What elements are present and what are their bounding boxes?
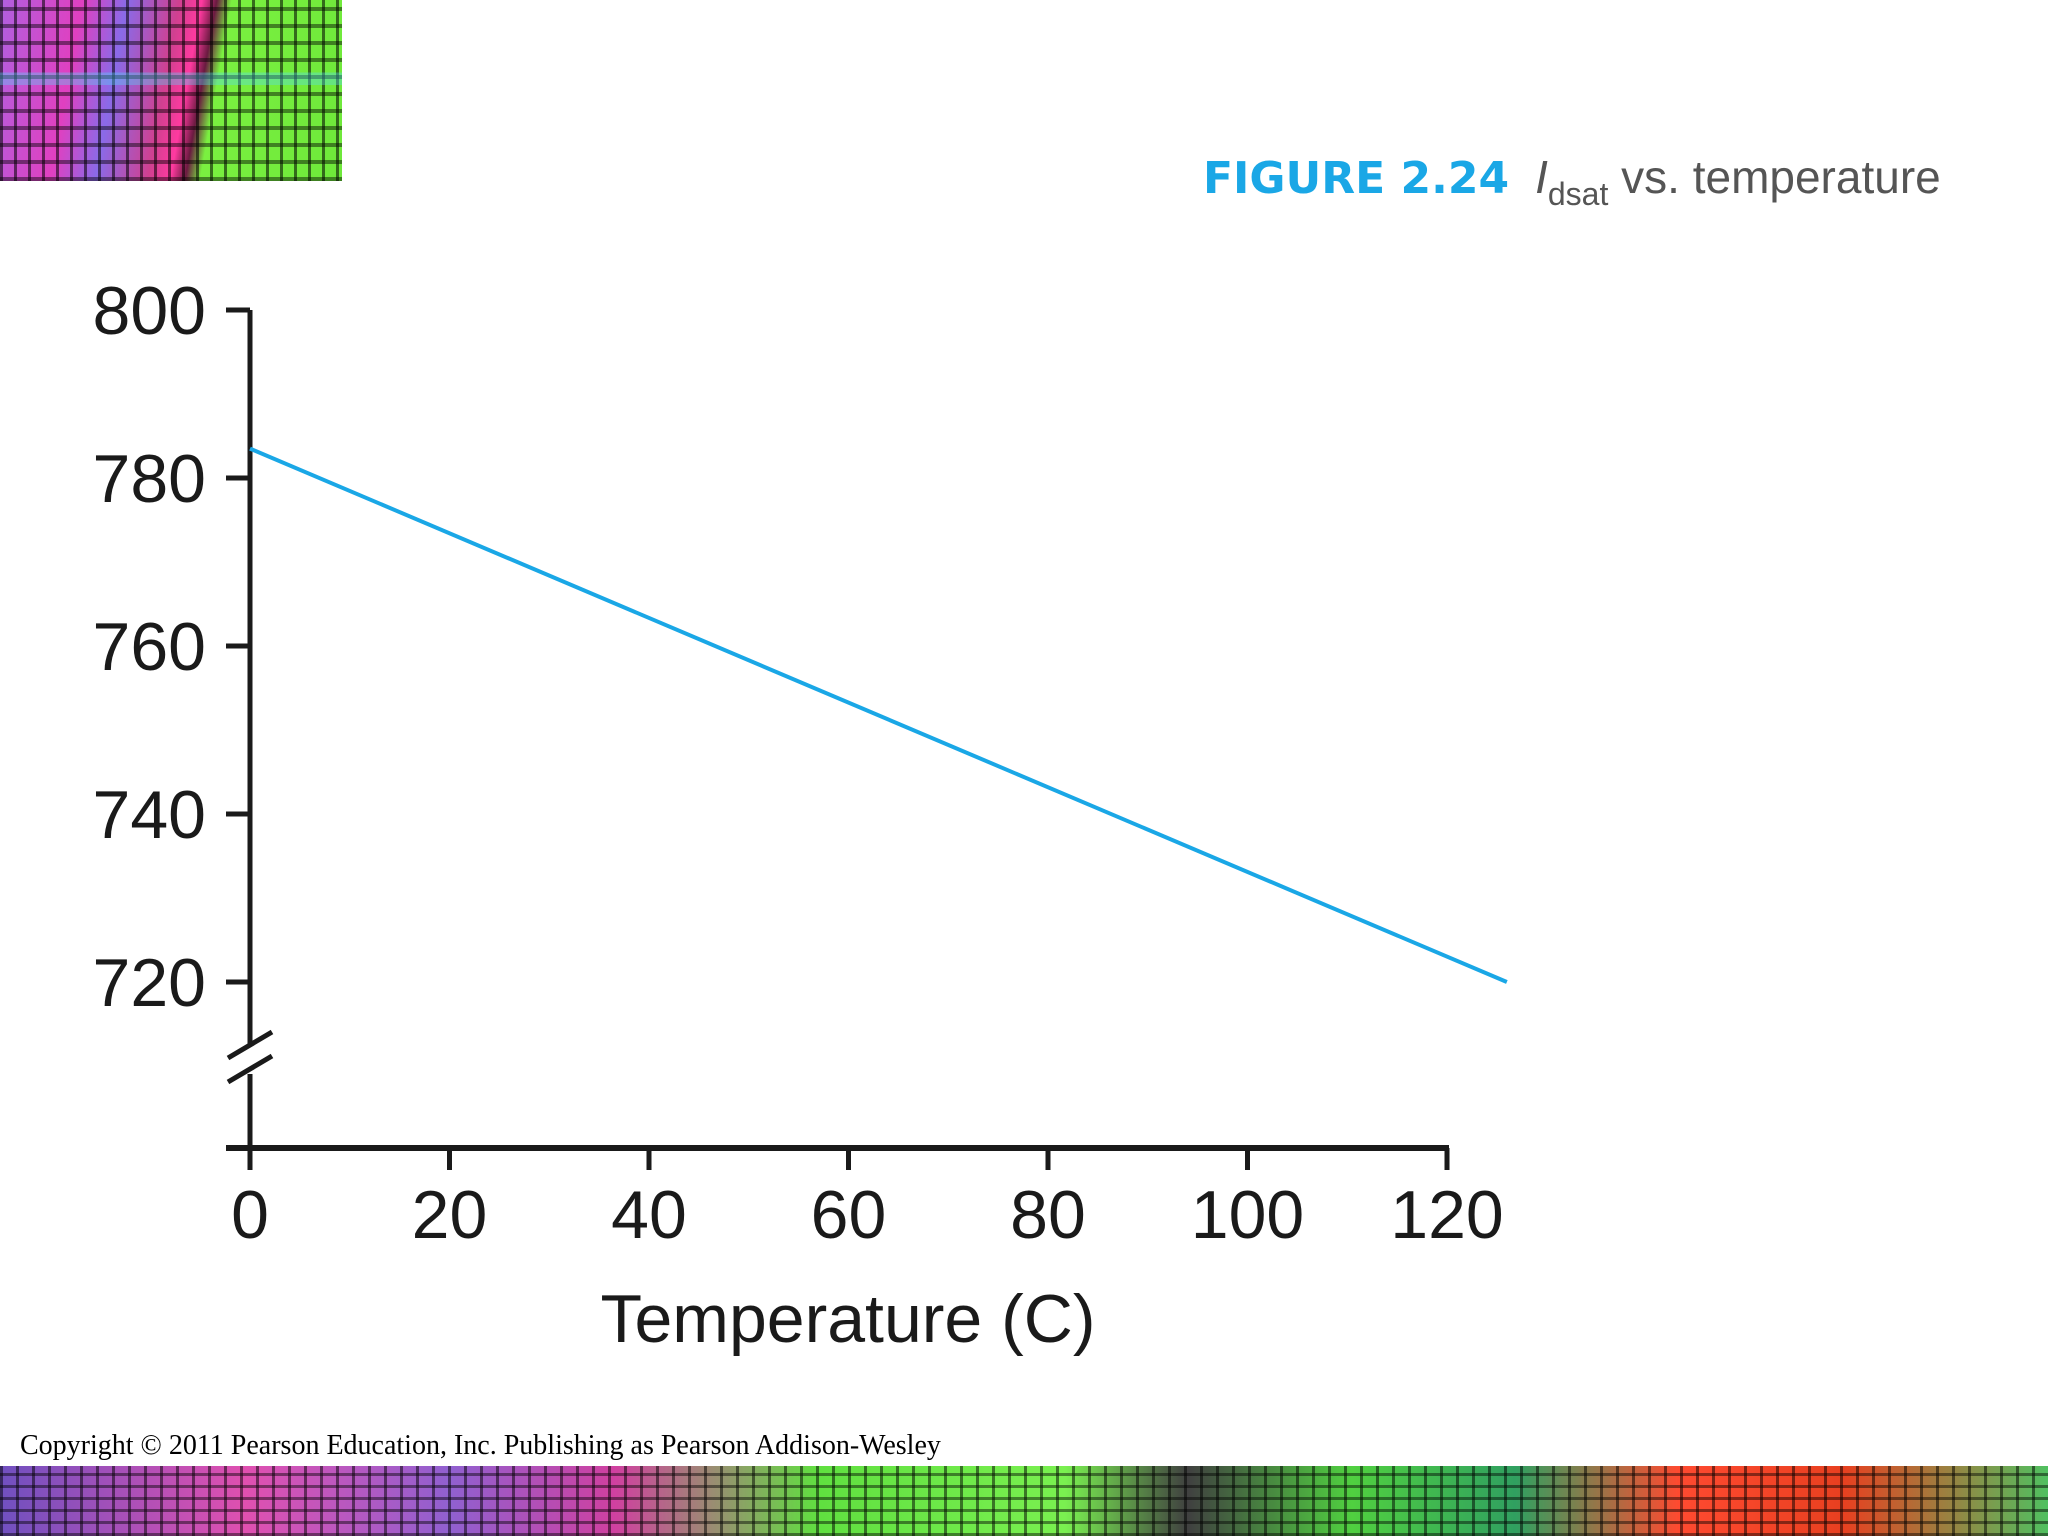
chart: 720 740 760 780 800 0 20 40 60 80 100 120 Temperat… (93, 273, 1508, 1357)
caption-subscript: dsat (1547, 176, 1609, 212)
x-tick-label: 100 (1191, 1177, 1304, 1253)
x-ticks: 0 20 40 60 80 100 120 (231, 1148, 1504, 1253)
y-axis-break-mark (226, 1029, 274, 1085)
x-tick-label: 0 (231, 1177, 269, 1253)
axis-break-slash-upper (226, 1029, 274, 1061)
figure-number: FIGURE 2.24 (1203, 153, 1510, 204)
y-tick-label: 800 (93, 273, 206, 349)
x-tick-label: 80 (1010, 1177, 1086, 1253)
caption-text: vs. temperature (1621, 151, 1941, 203)
y-tick-label: 720 (93, 945, 206, 1021)
y-tick-label: 780 (93, 441, 206, 517)
y-ticks: 720 740 760 780 800 (93, 273, 250, 1021)
y-tick-label: 760 (93, 609, 206, 685)
series-line-idsat (249, 446, 1508, 984)
y-axis (226, 310, 274, 1148)
figure-caption: FIGURE 2.24 Idsat vs. temperature (1203, 150, 1941, 213)
x-axis-label: Temperature (C) (600, 1281, 1095, 1357)
axis-break-slash-lower (226, 1053, 274, 1085)
x-tick-label: 60 (811, 1177, 887, 1253)
bottom-chip-strip (0, 1466, 2048, 1536)
series (249, 446, 1508, 984)
caption-symbol: I (1535, 151, 1548, 203)
x-tick-label: 120 (1390, 1177, 1503, 1253)
copyright-notice: Copyright © 2011 Pearson Education, Inc.… (20, 1430, 941, 1461)
corner-chip-image (0, 0, 342, 181)
x-tick-label: 40 (611, 1177, 687, 1253)
y-tick-label: 740 (93, 777, 206, 853)
x-tick-label: 20 (412, 1177, 488, 1253)
